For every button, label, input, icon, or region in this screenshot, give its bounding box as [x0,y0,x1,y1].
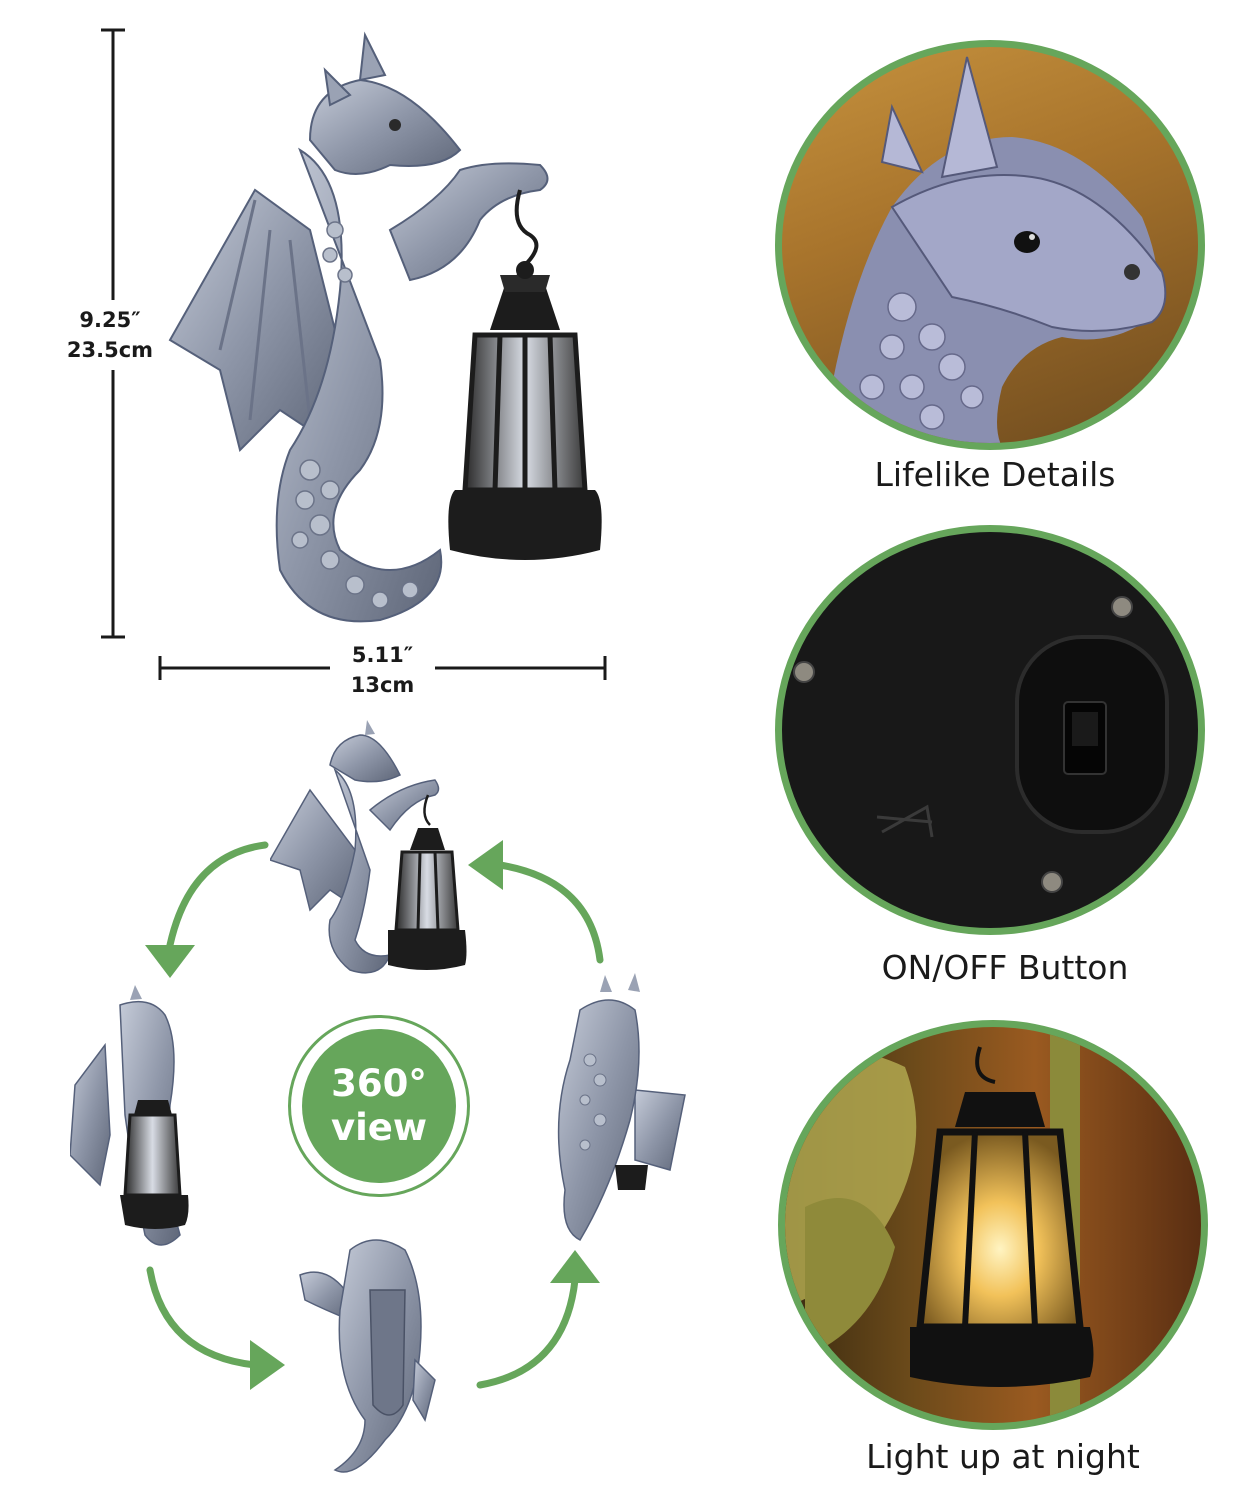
height-inches: 9.25″ [79,308,141,332]
lantern-lit-closeup [785,1027,1094,1423]
caption-light-up-at-night: Light up at night [866,1437,1140,1476]
view-right [557,973,686,1241]
rotation-views-area: 360° view [0,700,720,1500]
caption-onoff-button: ON/OFF Button [881,948,1129,987]
rotation-badge-inner: 360° view [302,1029,456,1183]
width-centimeters: 13cm [350,673,415,697]
badge-view: view [330,1106,428,1149]
height-label-bg [70,300,165,370]
caption-lifelike-details: Lifelike Details [874,455,1116,494]
height-centimeters: 23.5cm [66,338,154,362]
dragon-head-closeup [822,56,1167,443]
view-left [70,985,189,1246]
feature-lifelike-details-image [775,40,1205,450]
view-back [299,1239,436,1473]
main-product-area: 9.25″ 23.5cm 5.11″ 13cm [0,0,720,702]
width-label: 5.11″ 13cm [325,640,440,700]
width-inches: 5.11″ [351,643,414,667]
height-label: 9.25″ 23.5cm [55,305,165,365]
feature-onoff-button-image [775,525,1205,935]
rotate-arrow-icon [145,840,604,1390]
view-front [270,720,467,974]
feature-light-up-image [778,1020,1208,1430]
power-switch-closeup [793,596,1169,893]
rotation-badge: 360° view [288,1015,470,1197]
width-label-bg [330,640,435,702]
badge-degrees: 360° [331,1062,427,1105]
dragon-figure [168,31,602,623]
